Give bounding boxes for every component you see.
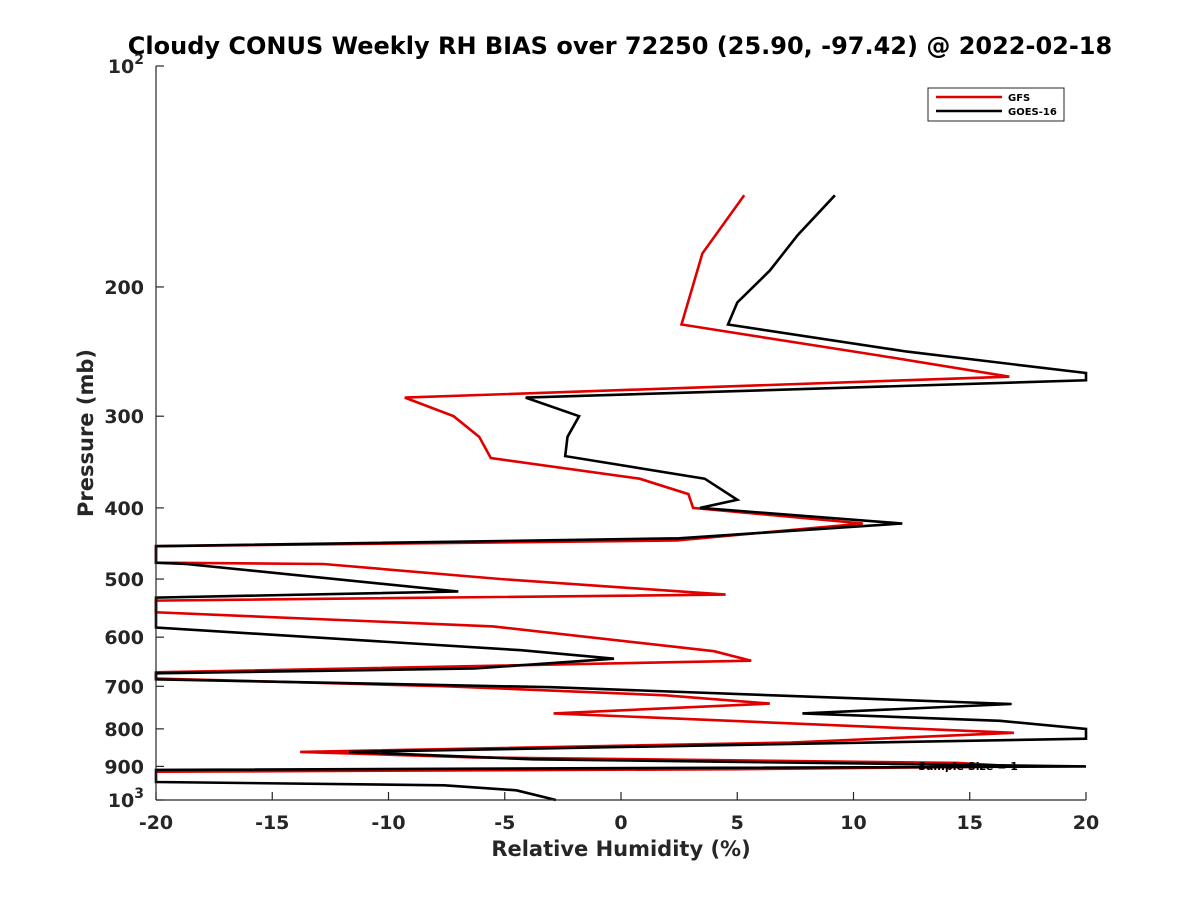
x-tick-label: -20 [139, 812, 173, 834]
x-tick-label: -5 [494, 812, 515, 834]
x-tick-label: 5 [731, 812, 744, 834]
y-tick-label: 500 [104, 569, 144, 591]
x-ticks: -20 -15 -10 -5 0 5 10 15 20 [139, 792, 1099, 834]
y-tick-label: 600 [104, 627, 144, 649]
x-axis-label: Relative Humidity (%) [491, 837, 750, 861]
y-tick-label: 400 [104, 498, 144, 520]
x-tick-label: -10 [371, 812, 405, 834]
y-tick-label: 700 [104, 676, 144, 698]
legend-box [927, 87, 1065, 122]
legend: GFS GOES-16 [927, 87, 1065, 122]
x-tick-label: 20 [1073, 812, 1099, 834]
x-tick-label: 0 [614, 812, 627, 834]
x-tick-label: 15 [957, 812, 983, 834]
plot-background [156, 66, 1086, 800]
y-tick-label: 300 [104, 406, 144, 428]
y-tick-label: 103 [108, 786, 144, 812]
y-ticks: 102 200 300 400 500 600 700 800 900 103 [104, 52, 164, 812]
x-tick-label: -15 [255, 812, 289, 834]
chart-title: Cloudy CONUS Weekly RH BIAS over 72250 (… [128, 32, 1112, 60]
y-axis-label: Pressure (mb) [74, 349, 98, 517]
y-tick-label: 200 [104, 277, 144, 299]
legend-label-goes16: GOES-16 [1008, 107, 1057, 118]
legend-label-gfs: GFS [1008, 93, 1030, 104]
x-tick-label: 10 [840, 812, 866, 834]
sample-size-annotation: Sample Size = 1 [918, 760, 1018, 773]
series-line-goes16 [154, 194, 1088, 802]
y-tick-label: 800 [104, 719, 144, 741]
y-tick-label: 102 [108, 52, 144, 78]
y-tick-label: 900 [104, 756, 144, 778]
plot-area: -20 -15 -10 -5 0 5 10 15 20 102 200 300 400 500 600 70… [104, 52, 1099, 834]
